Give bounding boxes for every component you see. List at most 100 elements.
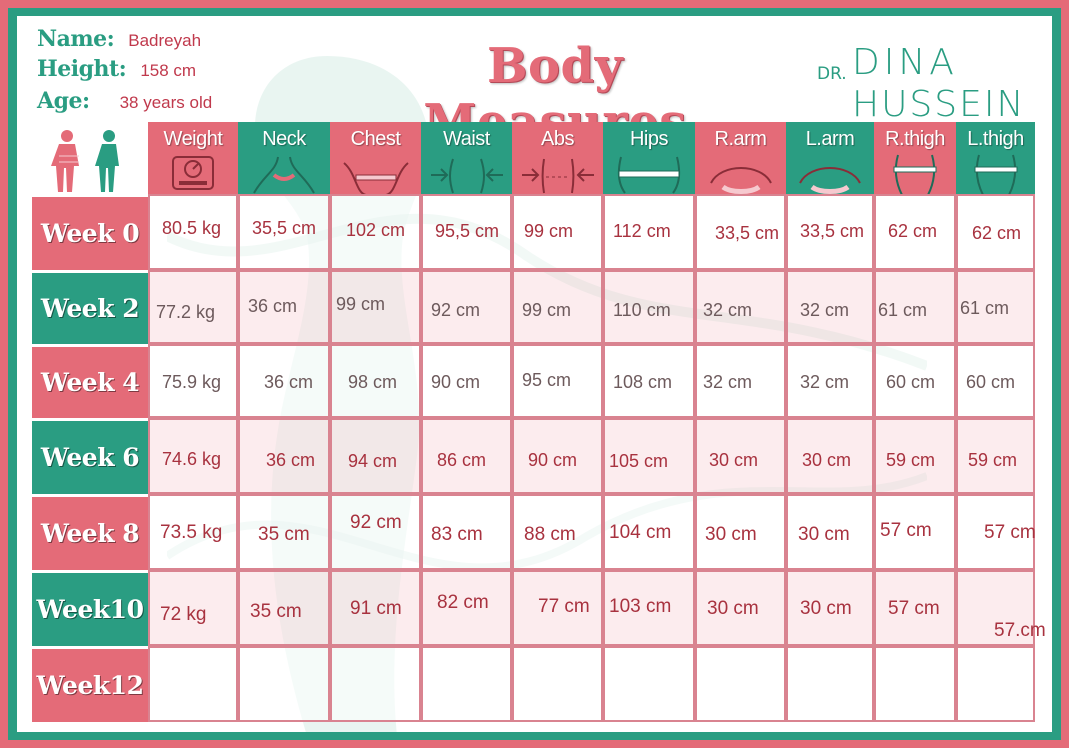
height-label: Height: xyxy=(37,56,127,82)
table-cell: 90 cm xyxy=(512,418,603,494)
column-header-label: Neck xyxy=(262,128,306,150)
table-cell xyxy=(148,646,238,722)
table-cell: 61 cm xyxy=(956,270,1035,344)
height-row: Height: 158 cm xyxy=(37,56,196,82)
measure-sheet: Name: Badreyah Height: 158 cm Age: 38 ye… xyxy=(17,16,1052,732)
table-cell: 82 cm xyxy=(421,570,512,646)
table-cell: 103 cm xyxy=(603,570,695,646)
measurement-value: 33,5 cm xyxy=(715,223,780,243)
table-cell: 35 cm xyxy=(238,570,330,646)
measurement-value: 105 cm xyxy=(609,451,669,471)
table-cell xyxy=(786,646,874,722)
row-header-week: Week 6 xyxy=(32,418,148,494)
row-header-week: Week12 xyxy=(32,646,148,722)
table-cell xyxy=(603,646,695,722)
table-cell: 72 kg xyxy=(148,570,238,646)
table-cell: 110 cm xyxy=(603,270,695,344)
table-cell: 105 cm xyxy=(603,418,695,494)
neck-tape-icon xyxy=(244,151,324,202)
measurement-value: 83 cm xyxy=(431,524,483,545)
table-cell xyxy=(421,646,512,722)
measurement-value: 59 cm xyxy=(886,450,936,470)
table-cell: 83 cm xyxy=(421,494,512,570)
table-cell: 32 cm xyxy=(695,270,786,344)
column-header-neck: Neck xyxy=(238,122,330,194)
waist-arrows-icon xyxy=(427,151,507,202)
table-cell: 60 cm xyxy=(874,344,956,418)
measurement-value: 30 cm xyxy=(709,450,759,470)
table-cell: 36 cm xyxy=(238,418,330,494)
abs-arrows-icon xyxy=(518,151,598,202)
column-header-label: Waist xyxy=(443,128,490,150)
measurement-value: 91 cm xyxy=(350,598,402,619)
measurement-value: 90 cm xyxy=(431,372,481,392)
column-header-abs: Abs xyxy=(512,122,603,194)
table-cell: 30 cm xyxy=(786,418,874,494)
row-header-week: Week 8 xyxy=(32,494,148,570)
measurement-value: 80.5 kg xyxy=(162,218,222,238)
table-cell: 59 cm xyxy=(874,418,956,494)
table-cell: 88 cm xyxy=(512,494,603,570)
measurement-value: 36 cm xyxy=(248,296,298,316)
measurement-value: 77 cm xyxy=(538,596,590,617)
table-cell: 90 cm xyxy=(421,344,512,418)
measurement-value: 94 cm xyxy=(348,451,398,471)
table-cell: 35 cm xyxy=(238,494,330,570)
measurement-value: 92 cm xyxy=(431,300,481,320)
measurement-value: 60 cm xyxy=(886,372,936,392)
table-cell: 62 cm xyxy=(874,194,956,270)
measurement-value: 61 cm xyxy=(878,300,928,320)
body-silhouettes-icon xyxy=(35,124,145,199)
measurement-value: 98 cm xyxy=(348,372,398,392)
column-header-label: Hips xyxy=(629,128,669,150)
table-cell: 60 cm xyxy=(956,344,1035,418)
measurement-value: 57 cm xyxy=(984,522,1036,543)
measurement-value: 92 cm xyxy=(350,512,402,533)
column-header-weight: Weight xyxy=(148,122,238,194)
measurement-value: 95,5 cm xyxy=(435,221,500,241)
thigh-tape-icon xyxy=(961,151,1031,202)
table-cell: 80.5 kg xyxy=(148,194,238,270)
measurement-value: 57.cm xyxy=(994,620,1046,641)
column-header-chest: Chest xyxy=(330,122,421,196)
measurement-value: 108 cm xyxy=(613,372,673,392)
arm-tape-icon xyxy=(790,151,870,202)
table-cell: 35,5 cm xyxy=(238,194,330,270)
table-cell xyxy=(330,646,421,722)
table-cell: 57 cm xyxy=(956,494,1036,570)
table-cell: 75.9 kg xyxy=(148,344,238,418)
measurement-value: 59 cm xyxy=(968,450,1018,470)
measurement-value: 32 cm xyxy=(703,300,753,320)
measurement-value: 30 cm xyxy=(798,524,850,545)
table-cell xyxy=(874,646,956,722)
table-cell: 99 cm xyxy=(330,270,421,344)
age-label: Age: xyxy=(37,88,90,114)
logo-last-name: HUSSEIN xyxy=(852,84,1026,125)
table-cell: 92 cm xyxy=(421,270,512,344)
arm-tape-icon xyxy=(701,151,781,202)
column-header-label: R.arm xyxy=(714,128,767,150)
measurement-value: 99 cm xyxy=(336,294,386,314)
measurement-value: 36 cm xyxy=(266,450,316,470)
table-cell: 30 cm xyxy=(695,418,786,494)
table-cell: 99 cm xyxy=(512,270,603,344)
measurement-value: 90 cm xyxy=(528,450,578,470)
table-cell: 32 cm xyxy=(786,344,874,418)
measurement-value: 30 cm xyxy=(705,524,757,545)
column-header-l-arm: L.arm xyxy=(786,122,874,194)
table-cell: 77.2 kg xyxy=(148,270,238,344)
table-cell: 61 cm xyxy=(874,270,956,344)
measurement-value: 86 cm xyxy=(437,450,487,470)
table-cell: 112 cm xyxy=(603,194,695,270)
measurement-value: 57 cm xyxy=(880,520,932,541)
measurement-value: 74.6 kg xyxy=(162,449,222,469)
measurement-value: 32 cm xyxy=(800,300,850,320)
measurement-value: 60 cm xyxy=(966,372,1016,392)
table-cell xyxy=(695,646,786,722)
row-header-week: Week10 xyxy=(32,570,148,646)
logo-first-name: DINA xyxy=(852,42,958,83)
table-cell: 77 cm xyxy=(512,570,603,646)
measurement-value: 61 cm xyxy=(960,298,1010,318)
measurement-value: 72 kg xyxy=(160,604,207,625)
chest-tape-icon xyxy=(336,151,416,202)
